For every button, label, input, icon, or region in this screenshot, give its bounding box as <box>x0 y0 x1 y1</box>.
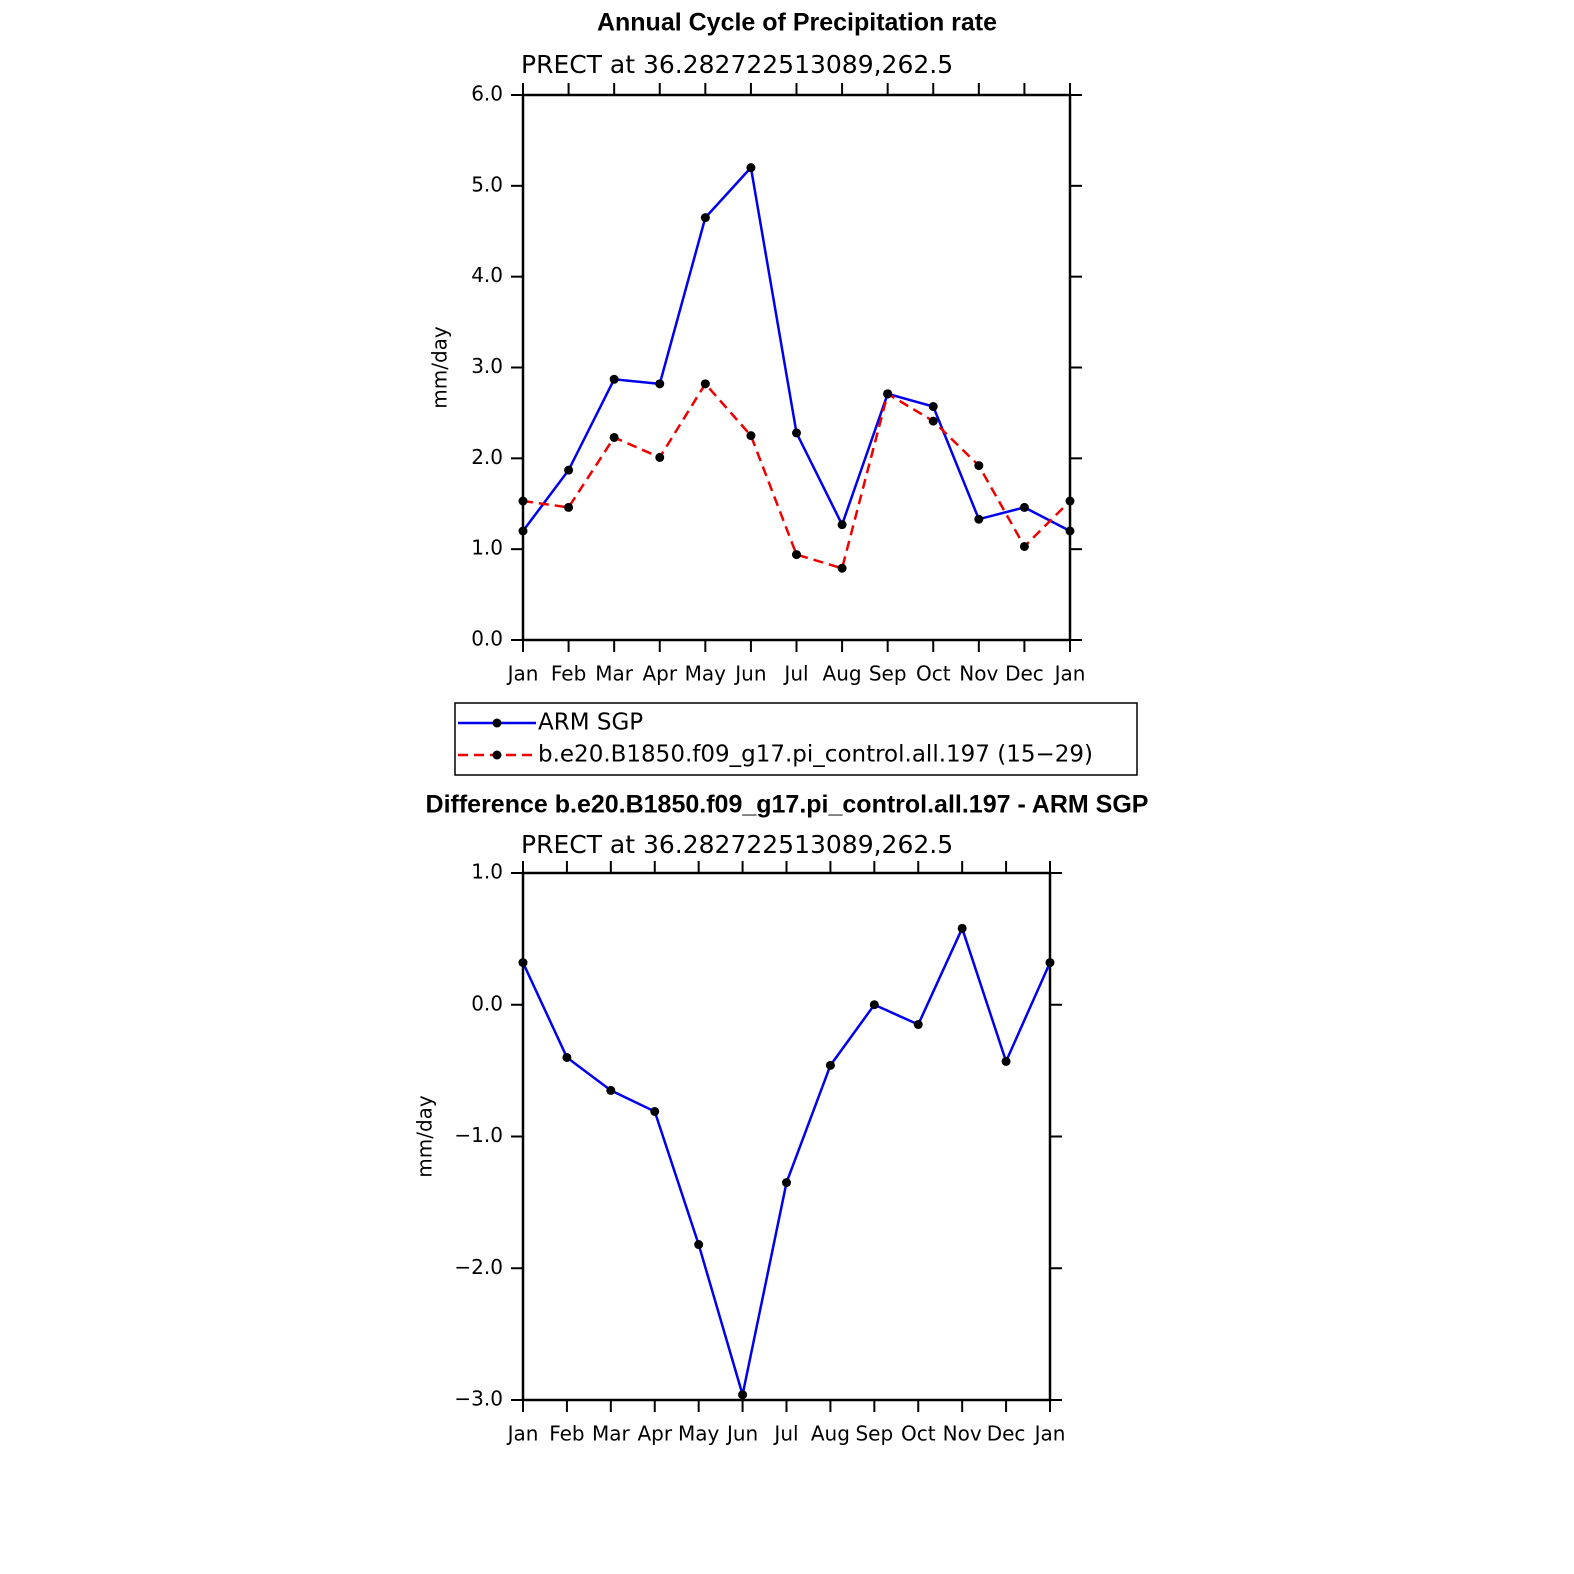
y-axis-label: mm/day <box>413 1095 437 1178</box>
x-tick-label: Jun <box>725 1422 758 1446</box>
legend-marker <box>492 750 502 760</box>
plot-frame <box>521 871 1052 1402</box>
y-tick-label: 4.0 <box>471 263 503 287</box>
data-point <box>650 1106 660 1116</box>
data-point <box>869 1000 879 1010</box>
data-point <box>913 1020 923 1030</box>
chart-title: Annual Cycle of Precipitation rate <box>597 9 997 37</box>
chart-subtitle: PRECT at 36.282722513089,262.5 <box>521 50 953 79</box>
chart-title: Difference b.e20.B1850.f09_g17.pi_contro… <box>426 791 1149 819</box>
data-point <box>609 374 619 384</box>
y-tick-label: 0.0 <box>471 991 503 1015</box>
y-tick-label: 3.0 <box>471 354 503 378</box>
data-point <box>782 1178 791 1188</box>
x-tick-label: Jan <box>1033 1422 1066 1446</box>
data-point <box>1019 541 1029 551</box>
chart-subtitle: PRECT at 36.282722513089,262.5 <box>521 830 953 859</box>
series-line <box>521 924 1052 1396</box>
data-point <box>655 379 665 389</box>
y-axis-label: mm/day <box>428 326 452 409</box>
data-point <box>1065 526 1075 536</box>
data-point <box>564 465 574 475</box>
x-tick-label: Apr <box>642 662 677 686</box>
x-tick-label: Oct <box>916 662 951 686</box>
x-tick-label: May <box>685 662 727 686</box>
data-point <box>957 923 967 933</box>
x-tick-label: Dec <box>987 1422 1026 1446</box>
legend-label: ARM SGP <box>538 710 643 736</box>
data-point <box>837 520 847 530</box>
x-tick-label: Mar <box>595 662 634 686</box>
series-line <box>522 381 1071 570</box>
data-point <box>606 1085 616 1095</box>
data-point <box>518 526 528 536</box>
data-point <box>518 958 528 968</box>
y-tick-label: 1.0 <box>471 860 503 884</box>
data-point <box>1065 496 1075 506</box>
x-tick-label: Jul <box>772 1422 798 1446</box>
data-point <box>655 452 665 462</box>
data-point <box>792 428 801 438</box>
data-point <box>746 163 756 173</box>
x-tick-label: Sep <box>855 1422 893 1446</box>
data-point <box>825 1060 835 1070</box>
data-point <box>518 496 528 506</box>
data-point <box>928 402 938 412</box>
y-tick-label: −2.0 <box>454 1255 503 1279</box>
data-point <box>700 213 710 223</box>
y-tick-label: 5.0 <box>471 172 503 196</box>
y-tick-label: 2.0 <box>471 445 503 469</box>
x-tick-label: Oct <box>901 1422 936 1446</box>
data-point <box>1019 502 1029 512</box>
data-point <box>974 461 984 471</box>
x-tick-label: Nov <box>943 1422 982 1446</box>
data-point <box>694 1240 704 1250</box>
x-tick-label: Feb <box>551 662 586 686</box>
y-tick-label: −3.0 <box>454 1387 503 1411</box>
legend-marker <box>492 718 502 728</box>
y-tick-label: 0.0 <box>471 627 503 651</box>
x-tick-label: May <box>678 1422 720 1446</box>
legend-box <box>454 702 1138 776</box>
data-point <box>609 432 619 442</box>
x-tick-label: Sep <box>869 662 907 686</box>
x-tick-label: Jun <box>733 662 766 686</box>
data-point <box>562 1052 572 1062</box>
series-line <box>521 164 1071 533</box>
x-tick-label: Jan <box>506 662 539 686</box>
data-point <box>883 389 893 399</box>
x-tick-label: Jul <box>782 662 808 686</box>
y-tick-label: 1.0 <box>471 536 503 560</box>
x-tick-label: Jan <box>1053 662 1086 686</box>
y-tick-label: −1.0 <box>454 1123 503 1147</box>
x-tick-label: Feb <box>549 1422 584 1446</box>
x-tick-label: Mar <box>592 1422 631 1446</box>
x-tick-label: Aug <box>811 1422 850 1446</box>
x-tick-label: Nov <box>959 662 998 686</box>
data-point <box>974 514 984 524</box>
x-tick-label: Apr <box>637 1422 672 1446</box>
legend-label: b.e20.B1850.f09_g17.pi_control.all.197 (… <box>538 742 1093 768</box>
data-point <box>738 1390 748 1400</box>
x-tick-label: Jan <box>506 1422 539 1446</box>
data-point <box>700 379 710 389</box>
y-tick-label: 6.0 <box>471 82 503 106</box>
data-point <box>1045 958 1055 968</box>
data-point <box>564 502 574 512</box>
data-point <box>1001 1056 1011 1066</box>
data-point <box>792 550 801 560</box>
data-point <box>928 416 938 426</box>
data-point <box>746 431 756 441</box>
plot-frame <box>521 93 1072 642</box>
x-tick-label: Aug <box>823 662 862 686</box>
x-tick-label: Dec <box>1005 662 1044 686</box>
data-point <box>837 563 847 573</box>
